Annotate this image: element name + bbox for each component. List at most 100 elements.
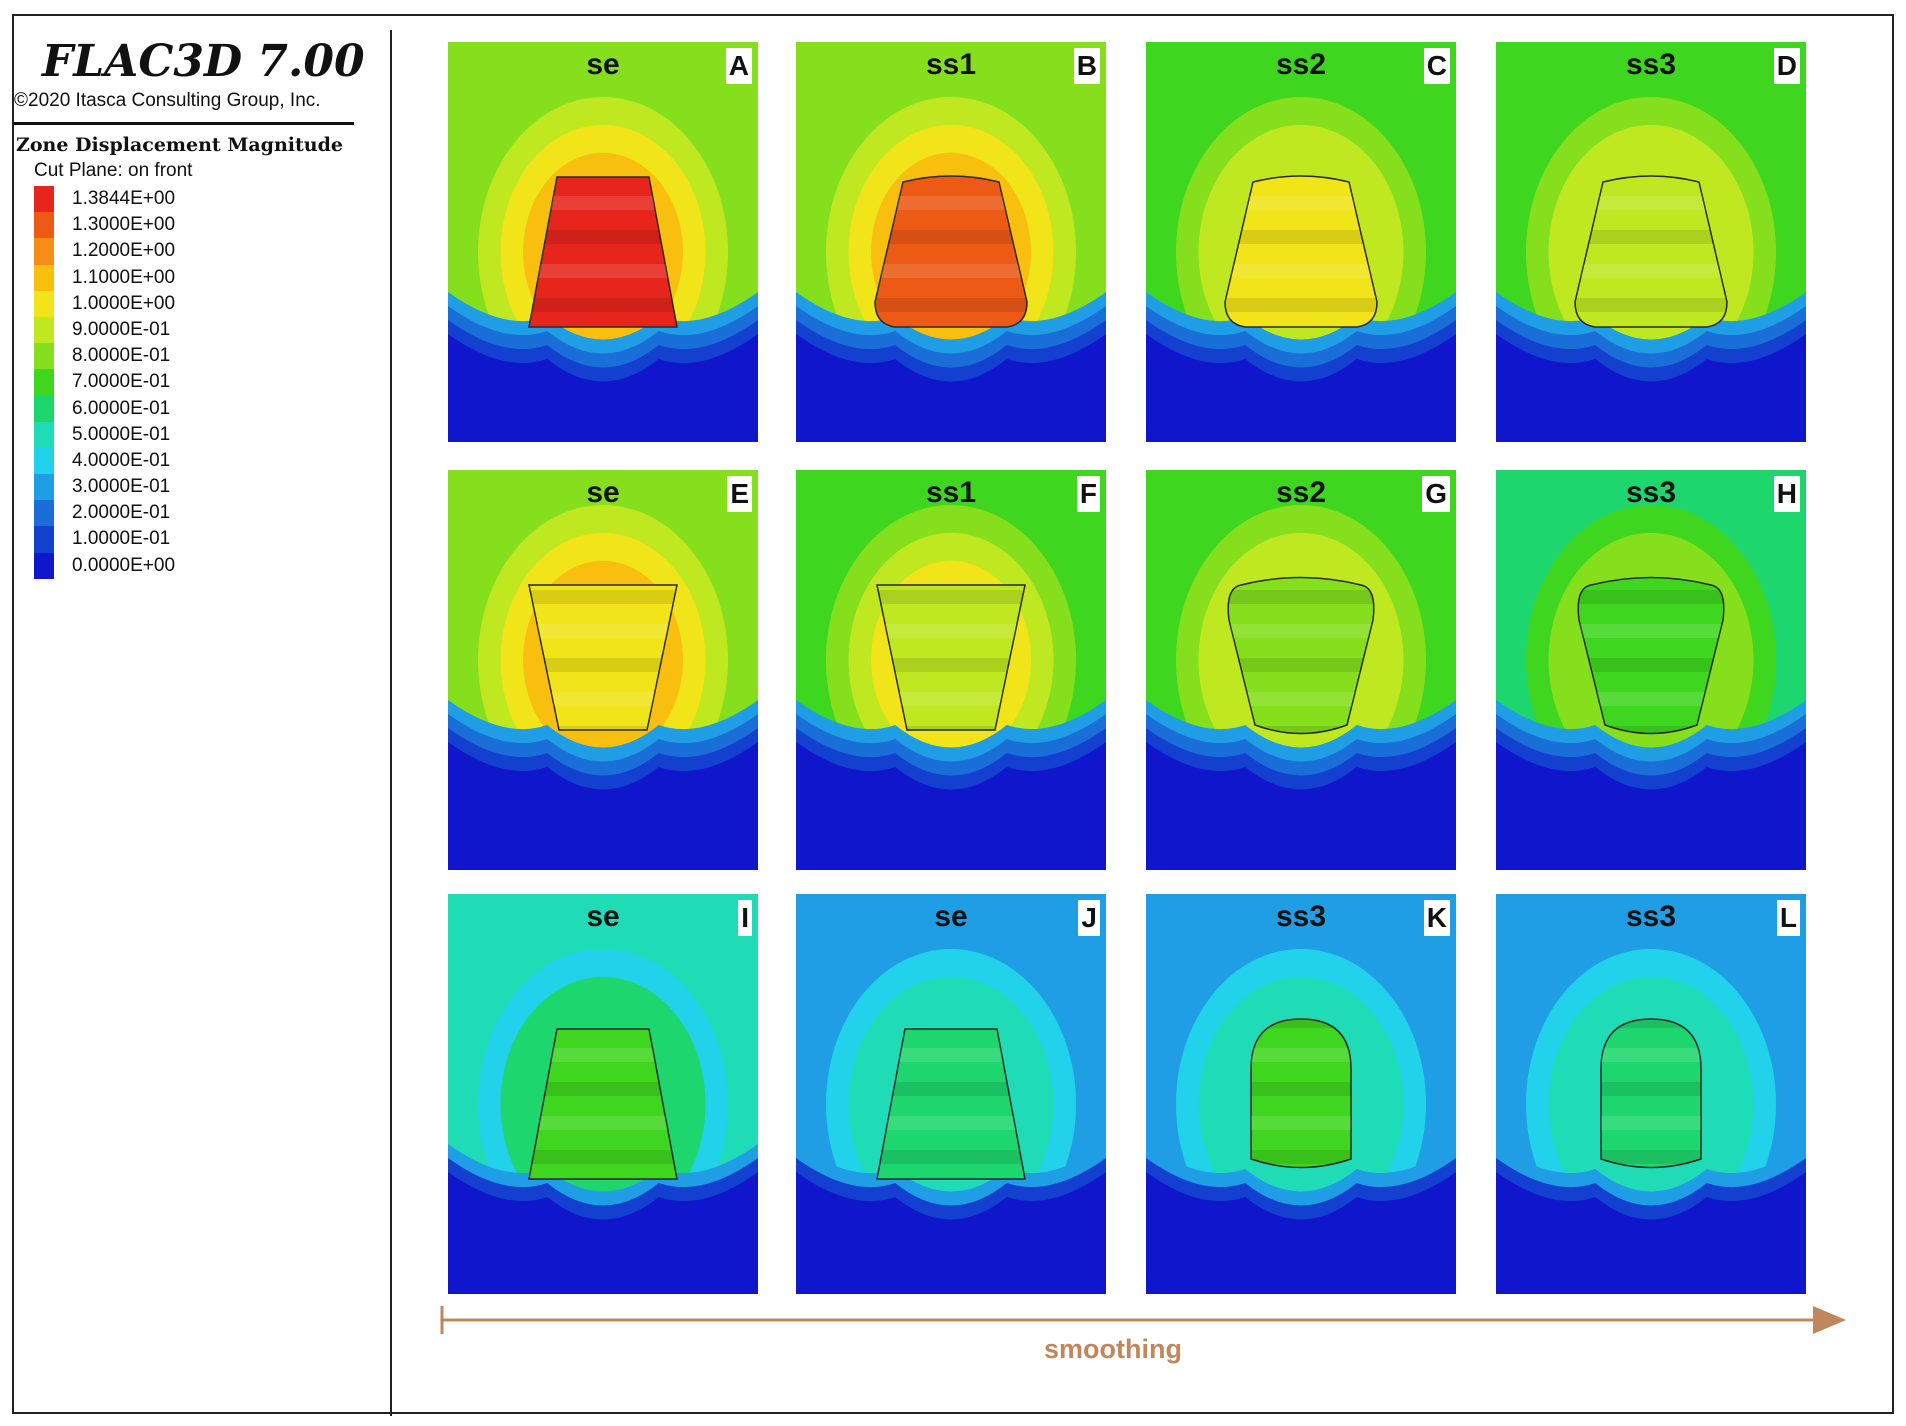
- shaft-shading: [1575, 264, 1727, 278]
- contour-plot: [1146, 470, 1456, 870]
- legend-value: 1.0000E-01: [72, 528, 171, 550]
- shaft-shading: [1578, 692, 1724, 706]
- contour-plot: [1146, 894, 1456, 1294]
- contour-panel-b: ss1 B: [796, 42, 1106, 442]
- panel-letter: D: [1773, 48, 1800, 84]
- contour-panel-d: ss3 D: [1496, 42, 1806, 442]
- contour-band: [1496, 742, 1806, 870]
- panel-letter: H: [1773, 476, 1800, 512]
- panel-label: se: [586, 476, 620, 509]
- shaft-shading: [1578, 590, 1724, 604]
- panel-letter: A: [725, 48, 752, 84]
- contour-band: [1146, 742, 1456, 870]
- legend-value: 7.0000E-01: [72, 371, 171, 393]
- shaft-shading: [877, 1150, 1025, 1164]
- panel-label: ss3: [1275, 900, 1327, 933]
- shaft-shading: [875, 264, 1027, 278]
- legend-subheading: Cut Plane: on front: [34, 160, 193, 181]
- legend-swatch: [34, 264, 54, 291]
- shaft-shading: [529, 590, 677, 604]
- panel-label: se: [586, 900, 620, 933]
- shaft-shading: [877, 658, 1025, 672]
- shaft-shading: [1225, 298, 1377, 312]
- legend-swatch: [34, 395, 54, 422]
- legend-swatch: [34, 526, 54, 553]
- shaft-shading: [877, 1082, 1025, 1096]
- panel-label: se: [586, 48, 620, 81]
- legend-value: 0.0000E+00: [72, 554, 176, 576]
- shaft-shading: [529, 230, 677, 244]
- contour-panel-j: se J: [796, 894, 1106, 1294]
- legend-swatch: [34, 186, 54, 213]
- legend-value: 5.0000E-01: [72, 423, 171, 445]
- shaft-shading: [1251, 1019, 1351, 1028]
- contour-plot: [1496, 42, 1806, 442]
- column-divider: [390, 30, 392, 1416]
- shaft-shading: [875, 230, 1027, 244]
- panel-label: se: [934, 900, 968, 933]
- shaft-shading: [1251, 1082, 1351, 1096]
- shaft-shading: [1225, 230, 1377, 244]
- shaft-body: [528, 584, 678, 731]
- contour-panel-a: se A: [448, 42, 758, 442]
- shaft-shading: [1251, 1150, 1351, 1164]
- contour-band: [448, 742, 758, 870]
- shaft-body: [1224, 175, 1378, 328]
- figure-frame: [12, 14, 1894, 1414]
- legend-swatch: [34, 343, 54, 370]
- panel-letter: E: [727, 476, 752, 512]
- contour-plot: [448, 470, 758, 870]
- shaft-body: [874, 175, 1028, 328]
- legend-heading: Zone Displacement Magnitude: [16, 134, 343, 156]
- shaft-shading: [1228, 624, 1374, 638]
- panel-label: ss3: [1625, 900, 1677, 933]
- shaft-body: [876, 1028, 1026, 1180]
- shaft-shading: [1601, 1150, 1701, 1164]
- contour-band: [796, 742, 1106, 870]
- contour-panel-l: ss3 L: [1496, 894, 1806, 1294]
- legend-swatch: [34, 474, 54, 501]
- shaft-shading: [1578, 624, 1724, 638]
- shaft-shading: [1251, 1116, 1351, 1130]
- legend-swatch: [34, 212, 54, 239]
- panel-letter: F: [1076, 476, 1100, 512]
- legend-title: FLAC3D 7.00: [42, 36, 365, 87]
- contour-band: [448, 334, 758, 442]
- contour-plot: [448, 894, 758, 1294]
- contour-plot: [796, 42, 1106, 442]
- contour-band: [448, 1172, 758, 1294]
- shaft-body: [1577, 576, 1725, 735]
- contour-plot: [1146, 42, 1456, 442]
- panel-label: ss3: [1625, 48, 1677, 81]
- contour-panel-i: se I: [448, 894, 758, 1294]
- contour-band: [796, 1172, 1106, 1294]
- legend-swatch: [34, 290, 54, 317]
- legend-value: 1.3844E+00: [72, 188, 176, 209]
- shaft-shading: [1228, 726, 1374, 734]
- contour-band: [1496, 1172, 1806, 1294]
- shaft-shading: [529, 1150, 677, 1164]
- shaft-shading: [529, 196, 677, 210]
- panel-letter: C: [1423, 48, 1450, 84]
- legend-rule: [14, 122, 354, 125]
- contour-plot: [796, 894, 1106, 1294]
- panel-label: ss2: [1275, 476, 1327, 509]
- shaft-shading: [1575, 298, 1727, 312]
- legend-copyright: ©2020 Itasca Consulting Group, Inc.: [14, 90, 321, 111]
- legend-value: 4.0000E-01: [72, 449, 171, 471]
- shaft-shading: [877, 692, 1025, 706]
- panel-letter: B: [1073, 48, 1100, 84]
- legend-swatch: [34, 447, 54, 475]
- shaft-shading: [529, 1116, 677, 1130]
- shaft-shading: [1601, 1082, 1701, 1096]
- shaft-shading: [877, 1048, 1025, 1062]
- panel-letter: I: [738, 900, 752, 936]
- shaft-body: [528, 1028, 678, 1180]
- contour-panel-e: se E: [448, 470, 758, 870]
- contour-panel-h: ss3 H: [1496, 470, 1806, 870]
- panel-label: ss1: [925, 476, 977, 509]
- contour-plot: [1496, 894, 1806, 1294]
- contour-panel-k: ss3 K: [1146, 894, 1456, 1294]
- legend-swatch: [34, 552, 54, 579]
- shaft-shading: [877, 590, 1025, 604]
